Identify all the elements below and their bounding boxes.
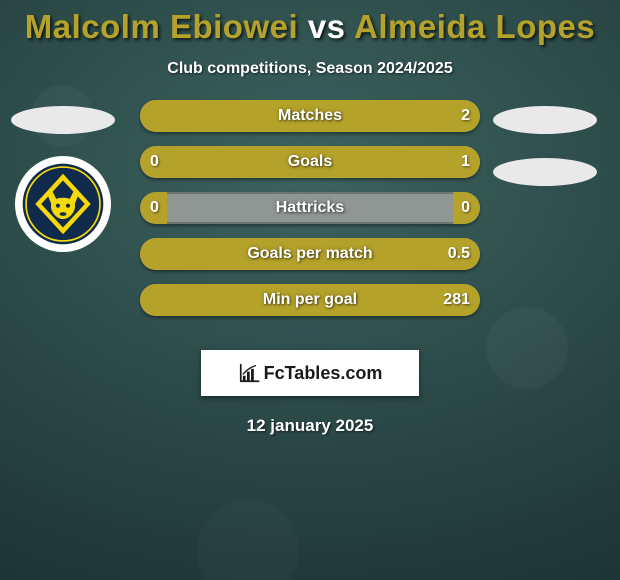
- player1-club-badge: [15, 156, 111, 252]
- player2-placeholder-1: [493, 106, 597, 134]
- player1-placeholder: [11, 106, 115, 134]
- title-player2: Almeida Lopes: [354, 8, 595, 45]
- right-player-column: [490, 106, 600, 186]
- stat-bar-label: Hattricks: [140, 192, 480, 224]
- stat-bar-value-right: 1: [461, 146, 470, 178]
- stat-bar-value-right: 2: [461, 100, 470, 132]
- stat-bar-label: Min per goal: [140, 284, 480, 316]
- stat-bar-value-left: 0: [150, 192, 159, 224]
- comparison-region: Matches2Goals01Hattricks00Goals per matc…: [0, 106, 620, 336]
- stat-bar: Matches2: [140, 100, 480, 132]
- player2-placeholder-2: [493, 158, 597, 186]
- stat-bar-label: Goals per match: [140, 238, 480, 270]
- title-vs: vs: [308, 8, 346, 45]
- page-title: Malcolm Ebiowei vs Almeida Lopes: [0, 0, 620, 46]
- stat-bar: Hattricks0 0: [140, 192, 480, 224]
- stat-bar-label: Goals: [140, 146, 480, 178]
- bar-chart-icon: [238, 362, 260, 384]
- stat-bar: Goals per match0.5: [140, 238, 480, 270]
- site-attribution[interactable]: FcTables.com: [201, 350, 419, 396]
- title-player1: Malcolm Ebiowei: [25, 8, 298, 45]
- stat-bar: Min per goal281: [140, 284, 480, 316]
- club-badge-icon: [21, 162, 105, 246]
- stat-bar-value-left: 0: [150, 146, 159, 178]
- snapshot-date: 12 january 2025: [0, 416, 620, 436]
- left-player-column: [8, 106, 118, 252]
- subtitle: Club competitions, Season 2024/2025: [0, 60, 620, 78]
- stat-bar-value-right: 0: [461, 192, 470, 224]
- stat-bars: Matches2Goals01Hattricks00Goals per matc…: [140, 100, 480, 330]
- stat-bar-value-right: 281: [443, 284, 470, 316]
- stat-bar-value-right: 0.5: [448, 238, 470, 270]
- stat-bar-label: Matches: [140, 100, 480, 132]
- stat-bar: Goals0 1: [140, 146, 480, 178]
- site-label: FcTables.com: [264, 363, 383, 384]
